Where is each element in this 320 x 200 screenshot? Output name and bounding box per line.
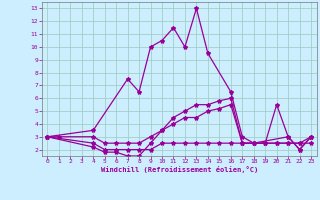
X-axis label: Windchill (Refroidissement éolien,°C): Windchill (Refroidissement éolien,°C)	[100, 166, 258, 173]
